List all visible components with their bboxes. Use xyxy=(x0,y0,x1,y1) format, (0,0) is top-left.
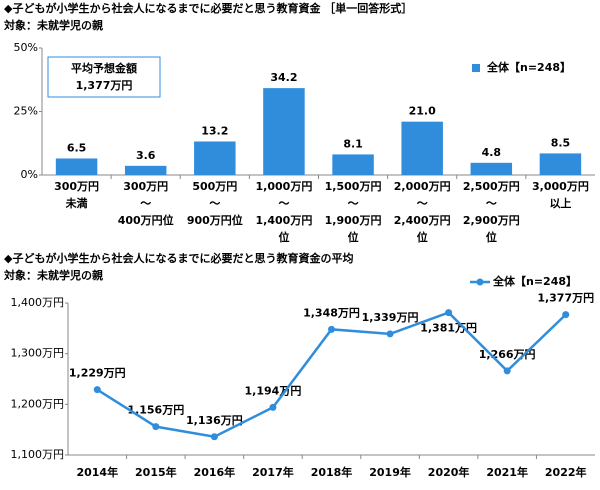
value-label: 1,229万円 xyxy=(69,367,126,380)
y-tick-label: 1,400万円 xyxy=(11,296,65,309)
annotation-box xyxy=(47,56,161,98)
x-tick-label: 〜 xyxy=(278,197,289,210)
point xyxy=(328,325,335,333)
y-tick-label: 1,100万円 xyxy=(11,448,65,461)
legend-swatch xyxy=(472,64,480,72)
value-label: 4.8 xyxy=(482,146,502,159)
value-label: 1,348万円 xyxy=(303,306,360,319)
x-tick-label: 2014年 xyxy=(76,465,118,479)
chart-subtitle: 対象：未就学児の親 xyxy=(3,18,103,32)
x-tick-label: 2016年 xyxy=(194,465,236,479)
x-tick-label: 2,000万円 xyxy=(394,180,451,193)
value-label: 1,377万円 xyxy=(537,292,594,305)
legend-label: 全体【n=248】 xyxy=(492,274,577,288)
x-tick-label: 2017年 xyxy=(252,465,294,479)
point xyxy=(386,330,394,338)
x-tick-label: 300万円 xyxy=(54,180,99,193)
chart-subtitle: 対象：未就学児の親 xyxy=(3,268,103,282)
point xyxy=(562,311,570,319)
value-label: 1,194万円 xyxy=(245,384,302,397)
value-label: 3.6 xyxy=(136,149,156,162)
value-label: 1,136万円 xyxy=(186,414,243,427)
x-tick-label: 2018年 xyxy=(311,465,353,479)
legend-swatch xyxy=(476,278,484,286)
point xyxy=(445,309,453,317)
x-tick-label: 2,400万円 xyxy=(394,214,451,227)
x-tick-label: 以上 xyxy=(549,196,571,210)
x-tick-label: 〜 xyxy=(417,197,428,210)
x-tick-label: 〜 xyxy=(209,197,220,210)
value-label: 6.5 xyxy=(67,141,87,154)
x-tick-label: 2019年 xyxy=(369,465,411,479)
x-tick-label: 位 xyxy=(348,230,359,244)
bar xyxy=(194,141,236,175)
x-tick-label: 位 xyxy=(417,230,428,244)
x-tick-label: 2,900万円 xyxy=(463,214,520,227)
x-tick-label: 3,000万円 xyxy=(532,180,589,193)
x-tick-label: 位 xyxy=(486,230,497,244)
value-label: 1,339万円 xyxy=(362,311,419,324)
y-tick-label: 25% xyxy=(14,105,38,118)
bar xyxy=(539,153,582,175)
y-tick-label: 1,200万円 xyxy=(11,397,65,410)
legend-label: 全体【n=248】 xyxy=(486,60,571,74)
point xyxy=(93,386,101,394)
y-tick-label: 0% xyxy=(21,168,38,181)
x-tick-label: 1,000万円 xyxy=(256,180,313,193)
x-tick-label: 300万円 xyxy=(123,180,168,193)
value-label: 1,381万円 xyxy=(420,322,477,335)
point xyxy=(210,433,218,441)
x-tick-label: 2021年 xyxy=(486,465,528,479)
x-tick-label: 1,400万円 xyxy=(256,214,313,227)
chart-title: ◆子どもが小学生から社会人になるまでに必要だと思う教育資金の平均 xyxy=(4,251,353,265)
bar xyxy=(55,158,98,175)
x-tick-label: 〜 xyxy=(486,197,497,210)
bar xyxy=(401,121,443,175)
x-tick-label: 位 xyxy=(278,230,289,244)
y-tick-label: 1,300万円 xyxy=(11,347,65,360)
point xyxy=(269,403,277,411)
x-tick-label: 1,500万円 xyxy=(325,180,382,193)
bar xyxy=(470,162,513,175)
x-tick-label: 2015年 xyxy=(135,465,177,479)
bar xyxy=(124,165,167,175)
value-label: 8.1 xyxy=(343,137,363,150)
x-tick-label: 未満 xyxy=(65,196,88,210)
x-tick-label: 1,900万円 xyxy=(325,214,382,227)
x-tick-label: 400万円位 xyxy=(118,213,174,227)
value-label: 1,156万円 xyxy=(127,404,184,417)
value-label: 13.2 xyxy=(201,124,228,137)
annotation: 1,377万円 xyxy=(76,79,133,92)
value-label: 34.2 xyxy=(270,71,297,84)
annotation: 平均予想金額 xyxy=(71,61,137,75)
point xyxy=(503,367,511,375)
x-tick-label: 500万円 xyxy=(192,180,237,193)
x-tick-label: 2,500万円 xyxy=(463,180,520,193)
bar xyxy=(332,154,374,175)
point xyxy=(152,423,160,431)
x-tick-label: 〜 xyxy=(140,197,151,210)
x-tick-label: 900万円位 xyxy=(187,213,243,227)
value-label: 21.0 xyxy=(409,105,436,118)
chart-title: ◆子どもが小学生から社会人になるまでに必要だと思う教育資金 ［単一回答形式］ xyxy=(4,1,412,15)
x-tick-label: 2022年 xyxy=(545,465,587,479)
x-tick-label: 〜 xyxy=(348,197,359,210)
x-tick-label: 2020年 xyxy=(428,465,470,479)
bar xyxy=(263,88,305,175)
y-tick-label: 50% xyxy=(14,41,38,54)
value-label: 8.5 xyxy=(551,136,571,149)
